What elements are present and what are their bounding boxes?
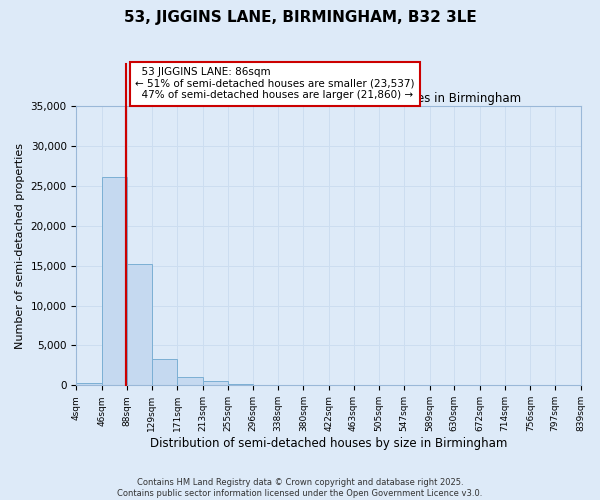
Bar [203, 382, 228, 386]
Bar [102, 177, 127, 386]
Bar [228, 384, 253, 386]
Text: 53, JIGGINS LANE, BIRMINGHAM, B32 3LE: 53, JIGGINS LANE, BIRMINGHAM, B32 3LE [124, 10, 476, 25]
X-axis label: Distribution of semi-detached houses by size in Birmingham: Distribution of semi-detached houses by … [150, 437, 507, 450]
Text: 53 JIGGINS LANE: 86sqm
← 51% of semi-detached houses are smaller (23,537)
  47% : 53 JIGGINS LANE: 86sqm ← 51% of semi-det… [135, 67, 415, 100]
Bar [76, 383, 102, 386]
Text: Contains HM Land Registry data © Crown copyright and database right 2025.
Contai: Contains HM Land Registry data © Crown c… [118, 478, 482, 498]
Bar [152, 359, 177, 386]
Bar [177, 376, 203, 386]
Title: Size of property relative to semi-detached houses in Birmingham: Size of property relative to semi-detach… [136, 92, 521, 104]
Bar [127, 264, 152, 386]
Y-axis label: Number of semi-detached properties: Number of semi-detached properties [15, 142, 25, 348]
